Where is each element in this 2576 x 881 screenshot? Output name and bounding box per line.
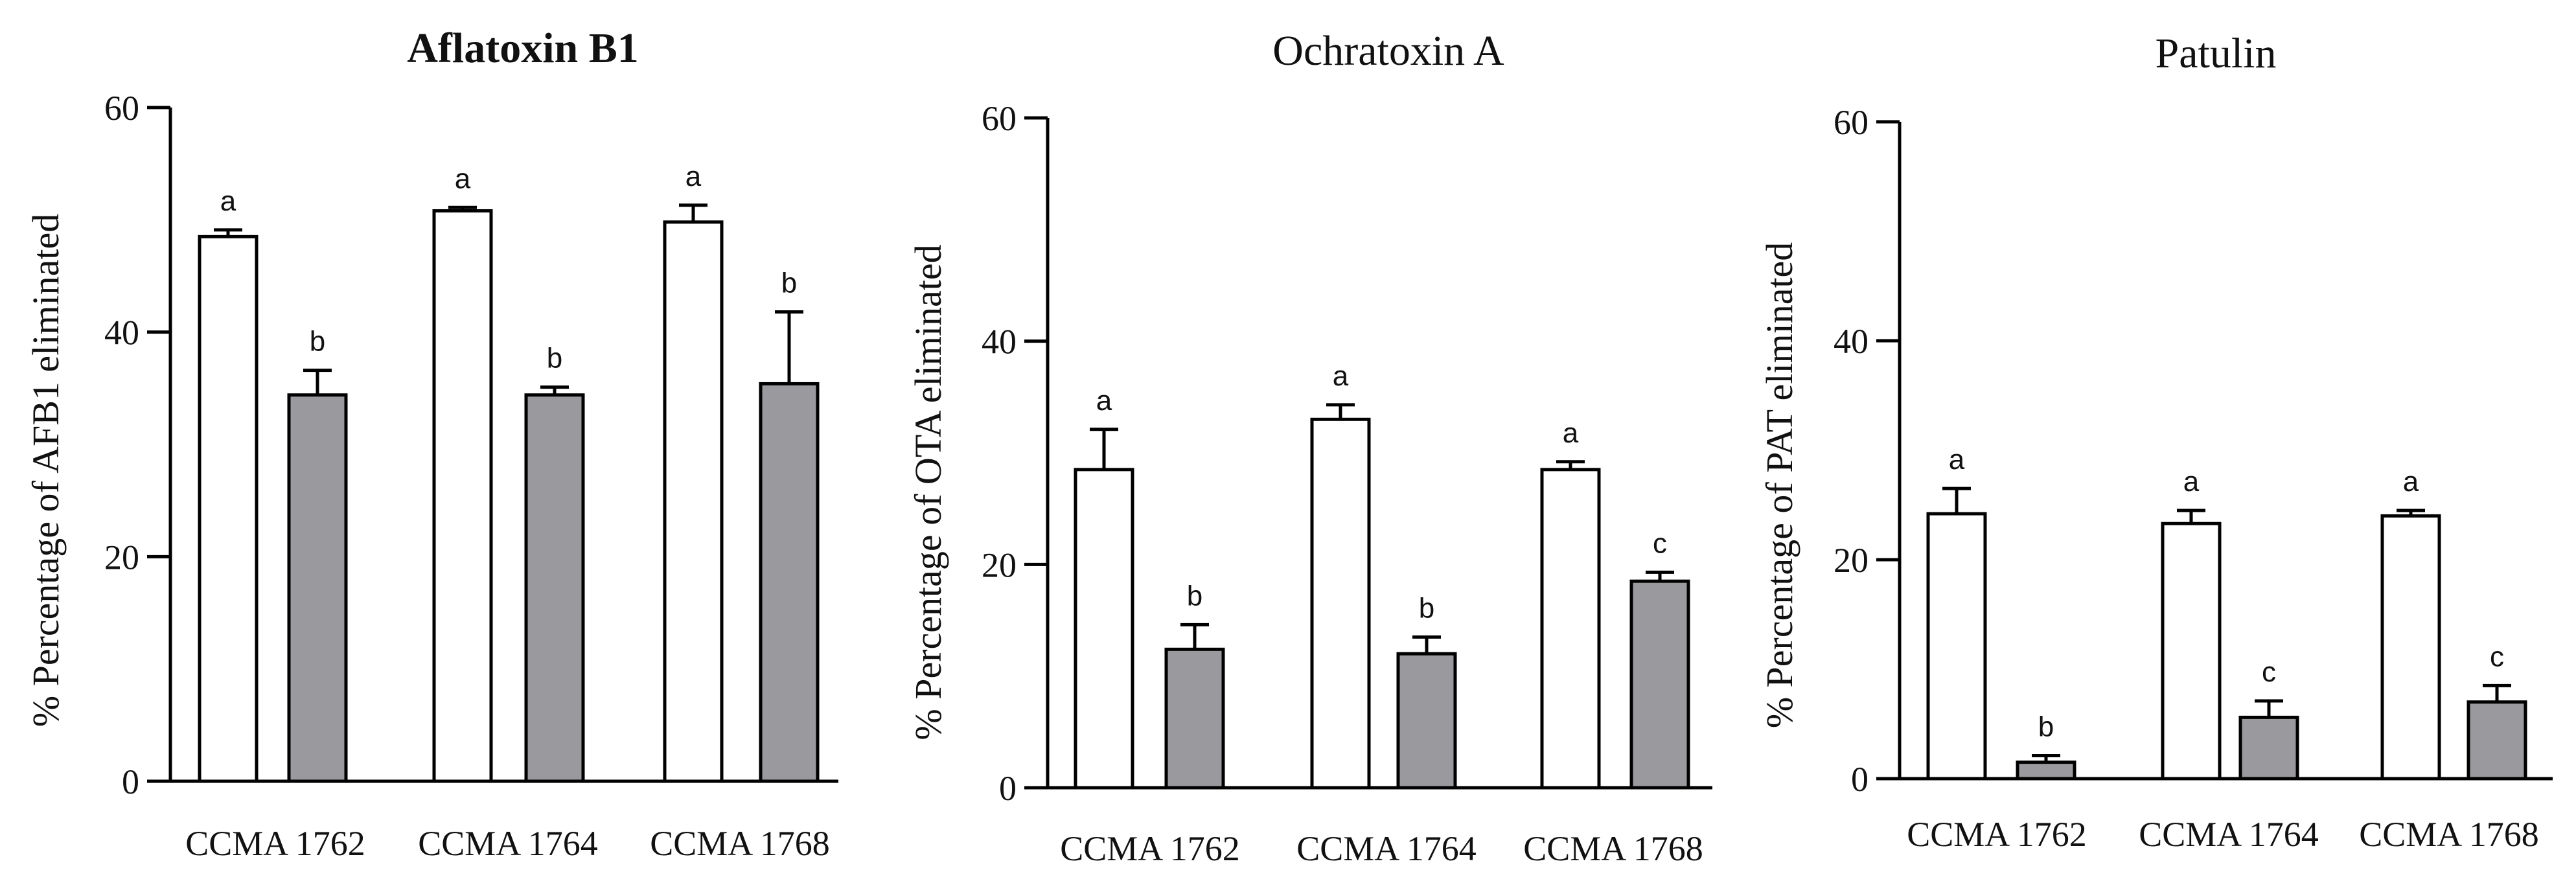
- chart-title: Aflatoxin B1: [407, 25, 639, 72]
- x-category-label: CCMA 1768: [650, 824, 830, 863]
- error-bar: [2177, 509, 2205, 524]
- bar-gray: [759, 382, 820, 783]
- y-tick-label: 20: [982, 545, 1017, 584]
- significance-letter: a: [1333, 360, 1349, 392]
- y-tick-label: 0: [122, 762, 139, 801]
- bar-white: [432, 209, 493, 783]
- bar-white: [1074, 468, 1134, 790]
- y-tick-label: 60: [104, 89, 139, 128]
- error-bar: [1180, 623, 1209, 650]
- bar-white: [1540, 468, 1601, 790]
- y-tick-label: 0: [1851, 760, 1869, 799]
- y-tick-label: 0: [999, 769, 1017, 808]
- bar-gray: [2016, 761, 2076, 781]
- bar-white: [198, 235, 259, 783]
- bar-gray: [2467, 700, 2527, 781]
- y-tick-label: 40: [104, 314, 139, 352]
- significance-letter: b: [2038, 711, 2054, 743]
- error-bar: [303, 369, 332, 395]
- significance-letter: c: [2490, 641, 2504, 672]
- significance-letter: b: [781, 267, 797, 299]
- significance-letter: c: [1653, 527, 1667, 559]
- bar-gray: [1164, 647, 1225, 790]
- error-bar: [1646, 570, 1674, 582]
- significance-letter: a: [455, 163, 471, 194]
- error-bar: [679, 203, 707, 222]
- bars: a b a c a c: [1926, 444, 2527, 781]
- error-bar: [1090, 428, 1118, 470]
- error-bar: [2397, 509, 2425, 516]
- error-bar: [1326, 403, 1355, 420]
- category-labels: CCMA 1762 CCMA 1764 CCMA 1768: [185, 824, 830, 863]
- y-tick-label: 40: [1834, 322, 1869, 361]
- category-labels: CCMA 1762 CCMA 1764 CCMA 1768: [1060, 829, 1703, 868]
- significance-letter: b: [1419, 592, 1434, 624]
- bar-white: [1310, 417, 1371, 790]
- error-bar: [1412, 635, 1441, 654]
- error-bar: [1942, 486, 1971, 514]
- y-ticks: 0 20 40 60: [1834, 103, 1900, 799]
- bar-white: [1926, 512, 1987, 781]
- error-bar: [540, 385, 569, 395]
- chart-panel-ochratoxin-a: Ochratoxin A % Percentage of OTA elimina…: [907, 27, 1712, 868]
- error-bar: [214, 228, 242, 237]
- chart-title: Patulin: [2155, 30, 2276, 77]
- bars: a b a b a b: [198, 161, 820, 783]
- bar-gray: [2238, 715, 2299, 781]
- x-category-label: CCMA 1764: [2139, 815, 2319, 854]
- significance-letter: a: [2403, 466, 2419, 498]
- significance-letter: a: [220, 185, 236, 217]
- error-bar: [448, 205, 477, 211]
- error-bar: [1556, 460, 1585, 470]
- error-bar: [2483, 683, 2511, 702]
- bar-gray: [524, 393, 585, 783]
- significance-letter: b: [547, 343, 562, 374]
- significance-letter: a: [685, 161, 702, 192]
- bar-white: [663, 220, 724, 783]
- significance-letter: c: [2262, 656, 2276, 688]
- x-category-label: CCMA 1768: [2359, 815, 2539, 854]
- bar-white: [2161, 521, 2222, 781]
- y-ticks: 0 20 40 60: [982, 99, 1048, 808]
- bar-gray: [287, 393, 348, 783]
- y-tick-label: 60: [1834, 103, 1869, 142]
- significance-letter: a: [2183, 466, 2200, 498]
- significance-letter: b: [310, 326, 325, 358]
- error-bar: [2032, 754, 2060, 762]
- bar-gray: [1396, 652, 1457, 790]
- y-tick-label: 60: [982, 99, 1017, 138]
- y-axis-label: % Percentage of AFB1 eliminated: [25, 214, 67, 727]
- category-labels: CCMA 1762 CCMA 1764 CCMA 1768: [1907, 815, 2539, 854]
- x-category-label: CCMA 1762: [1060, 829, 1240, 868]
- significance-letter: a: [1096, 385, 1112, 417]
- significance-letter: a: [1563, 417, 1579, 449]
- significance-letter: b: [1187, 580, 1202, 612]
- chart-title: Ochratoxin A: [1272, 27, 1504, 74]
- x-category-label: CCMA 1768: [1523, 829, 1703, 868]
- x-category-label: CCMA 1764: [1296, 829, 1477, 868]
- x-category-label: CCMA 1764: [418, 824, 598, 863]
- chart-panel-patulin: Patulin % Percentage of PAT eliminated 0…: [1758, 30, 2553, 854]
- y-axis-label: % Percentage of PAT eliminated: [1758, 242, 1800, 729]
- y-tick-label: 20: [1834, 541, 1869, 580]
- bar-gray: [1629, 579, 1690, 790]
- y-ticks: 0 20 40 60: [104, 89, 170, 801]
- error-bar: [775, 310, 803, 384]
- chart-panel-aflatoxin-b1: Aflatoxin B1 % Percentage of AFB1 elimin…: [25, 25, 838, 863]
- bars: a b a b a c: [1074, 360, 1690, 790]
- y-axis-label: % Percentage of OTA eliminated: [907, 244, 949, 740]
- bar-white: [2380, 514, 2441, 781]
- error-bar: [2255, 699, 2283, 718]
- x-category-label: CCMA 1762: [185, 824, 365, 863]
- y-tick-label: 40: [982, 323, 1017, 361]
- x-category-label: CCMA 1762: [1907, 815, 2087, 854]
- y-tick-label: 20: [104, 538, 139, 577]
- significance-letter: a: [1949, 444, 1965, 475]
